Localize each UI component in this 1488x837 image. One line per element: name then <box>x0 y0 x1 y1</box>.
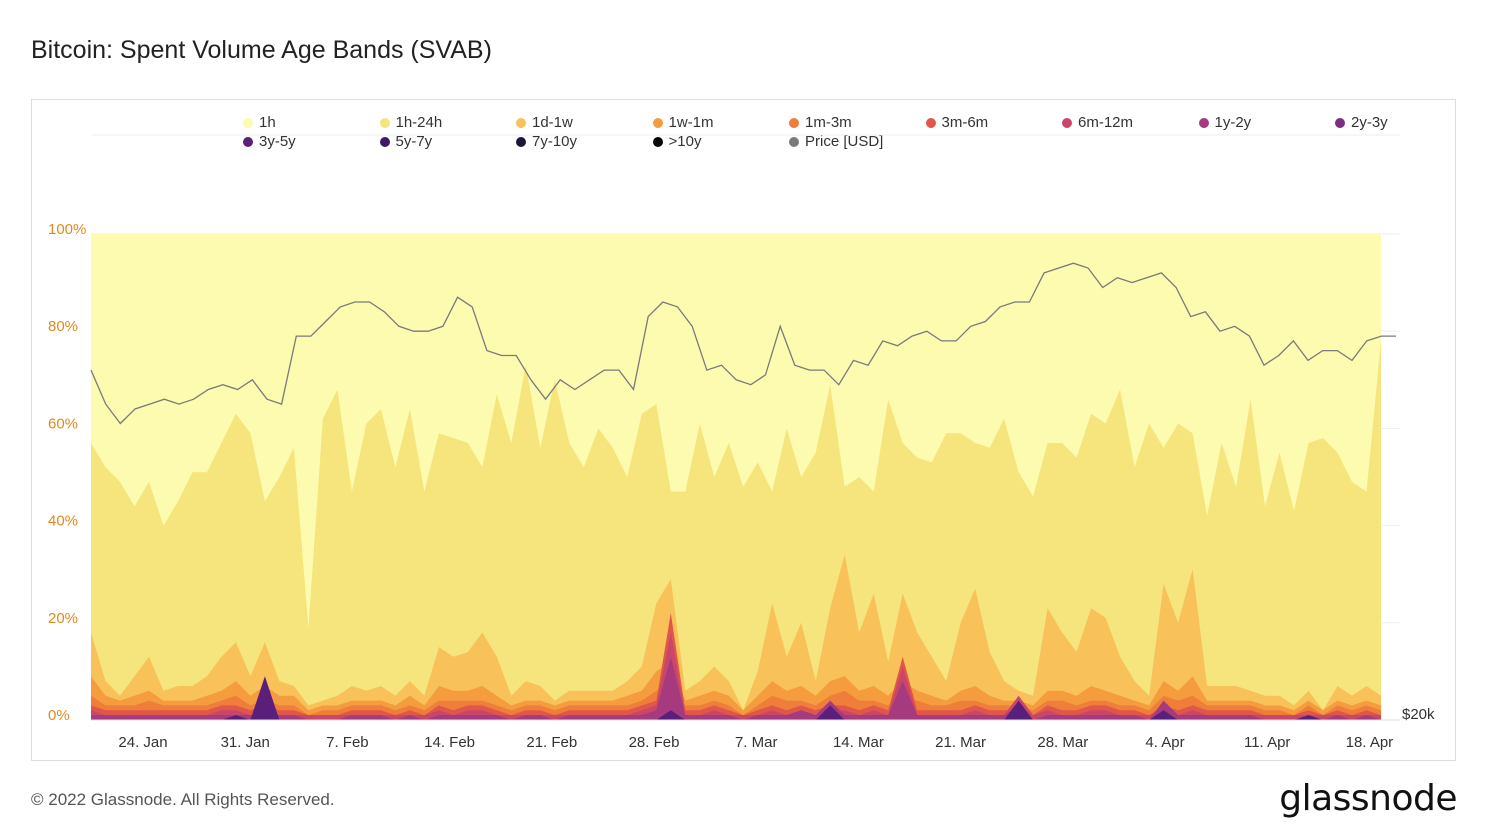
x-tick-label: 18. Apr <box>1346 734 1394 751</box>
copyright-footer: © 2022 Glassnode. All Rights Reserved. <box>31 790 335 809</box>
area-6m-12m <box>91 632 1381 720</box>
legend-label: 1y-2y <box>1214 114 1252 131</box>
legend-item-1d-1w[interactable]: 1d-1w <box>516 114 653 131</box>
x-tick-label: 28. Mar <box>1037 734 1088 751</box>
legend-dot-icon <box>1335 117 1345 128</box>
area-1h-24h <box>91 340 1381 720</box>
chart-frame <box>31 99 1456 761</box>
legend-item-3m-6m[interactable]: 3m-6m <box>925 114 1063 131</box>
legend-label: 1m-3m <box>805 114 852 131</box>
x-tick-label: 14. Feb <box>424 734 475 751</box>
y-tick-label: 0% <box>48 707 70 724</box>
legend-dot-icon <box>1062 117 1072 128</box>
legend-dot-icon <box>516 136 526 147</box>
x-tick-label: 21. Mar <box>935 734 986 751</box>
legend-dot-icon <box>243 117 253 128</box>
legend-label: 3m-6m <box>941 114 989 131</box>
legend-item-price-usd[interactable]: Price [USD] <box>789 133 926 150</box>
legend-item-6m-12m[interactable]: 6m-12m <box>1062 114 1199 131</box>
x-tick-label: 14. Mar <box>833 734 884 751</box>
x-tick-label: 21. Feb <box>526 734 577 751</box>
legend-dot-icon <box>925 117 936 128</box>
x-tick-label: 31. Jan <box>221 734 270 751</box>
x-tick-label: 7. Mar <box>735 734 778 751</box>
legend-item-3y-5y[interactable]: 3y-5y <box>243 133 380 150</box>
legend-dot-icon <box>789 136 799 147</box>
legend-item-10y[interactable]: >10y <box>652 133 790 150</box>
legend-label: Price [USD] <box>805 133 884 150</box>
x-tick-label: 11. Apr <box>1244 734 1290 751</box>
legend-label: 1h <box>259 114 276 131</box>
legend-dot-icon <box>652 117 663 128</box>
legend-label: 2y-3y <box>1351 114 1388 131</box>
y-tick-label: 100% <box>48 221 86 238</box>
y-tick-label: 60% <box>48 415 78 432</box>
legend-dot-icon <box>652 136 663 147</box>
legend-label: 6m-12m <box>1078 114 1134 131</box>
glassnode-logo: glassnode <box>1279 778 1457 819</box>
x-tick-label: 28. Feb <box>629 734 680 751</box>
legend-dot-icon <box>1198 117 1209 128</box>
x-tick-label: 24. Jan <box>118 734 167 751</box>
y2-tick-label: $20k <box>1402 706 1435 723</box>
legend-item-1h[interactable]: 1h <box>243 114 380 131</box>
legend-label: 1h-24h <box>395 114 443 131</box>
legend-item-1m-3m[interactable]: 1m-3m <box>789 114 926 131</box>
legend-item-7y-10y[interactable]: 7y-10y <box>516 133 653 150</box>
legend-label: 1w-1m <box>668 114 714 131</box>
legend-label: 5y-7y <box>395 133 433 150</box>
y-tick-label: 40% <box>48 513 78 530</box>
legend-item-5y-7y[interactable]: 5y-7y <box>379 133 517 150</box>
legend-dot-icon <box>243 136 253 147</box>
y-tick-label: 80% <box>48 318 78 335</box>
legend-label: 7y-10y <box>532 133 578 150</box>
legend-item-2y-3y[interactable]: 2y-3y <box>1335 114 1472 131</box>
area-1d-1w <box>91 554 1381 720</box>
legend-item-1h-24h[interactable]: 1h-24h <box>379 114 517 131</box>
legend-label: 1d-1w <box>532 114 573 131</box>
price-line <box>90 262 1396 425</box>
page-title: Bitcoin: Spent Volume Age Bands (SVAB) <box>31 36 492 64</box>
legend-dot-icon <box>379 117 390 128</box>
legend-item-1y-2y[interactable]: 1y-2y <box>1198 114 1336 131</box>
x-tick-label: 4. Apr <box>1145 734 1184 751</box>
legend-dot-icon <box>379 136 390 147</box>
legend-label: 3y-5y <box>259 133 296 150</box>
x-tick-label: 7. Feb <box>326 734 369 751</box>
y-tick-label: 20% <box>48 610 78 627</box>
area-3m-6m <box>91 613 1381 720</box>
legend-dot-icon <box>789 117 799 128</box>
legend-item-1w-1m[interactable]: 1w-1m <box>652 114 790 131</box>
chart-legend: 1h 1h-24h 1d-1w 1w-1m 1m-3m 3m-6m 6m-12m 1y-2y 2… <box>243 114 1413 150</box>
legend-dot-icon <box>516 117 526 128</box>
legend-label: >10y <box>668 133 702 150</box>
